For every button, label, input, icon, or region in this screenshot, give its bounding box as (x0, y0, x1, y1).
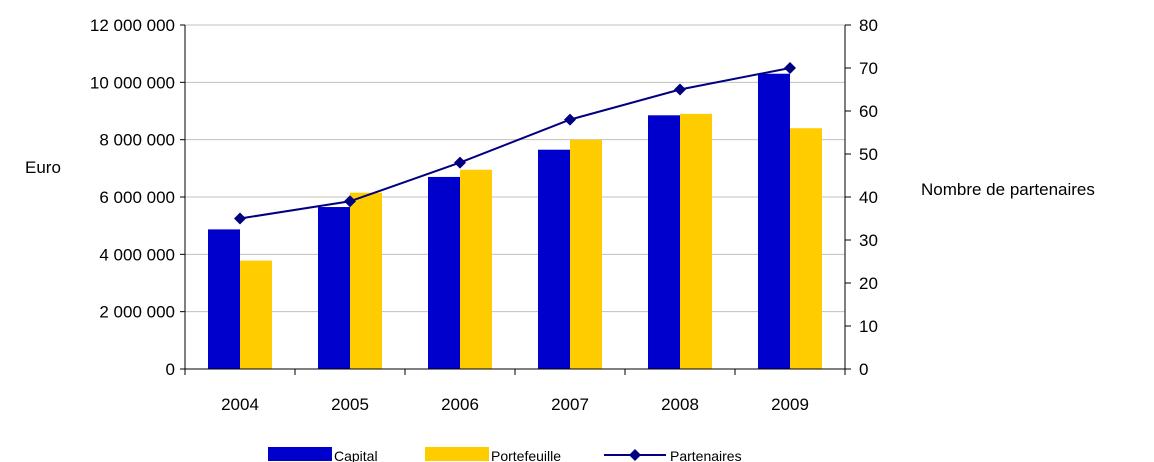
right-tick-label: 80 (859, 16, 878, 35)
partenaires-polyline (239, 67, 791, 220)
left-tick-label: 2 000 000 (99, 303, 175, 322)
partenaires-marker-2009 (784, 62, 796, 74)
legend-label-partenaires: Partenaires (670, 448, 742, 462)
bar-capital-2006 (428, 176, 460, 369)
left-axis-ticks: 0 2 000 000 4 000 000 6 000 000 8 000 000 10 … (90, 16, 185, 379)
x-tick-label-2005: 2005 (331, 395, 369, 414)
right-tick-label: 40 (859, 188, 878, 207)
right-tick-label: 0 (859, 360, 868, 379)
partenaires-marker-2006 (454, 156, 466, 169)
legend-label-capital: Capital (334, 448, 378, 462)
left-tick-label: 0 (166, 360, 175, 379)
right-tick-label: 70 (859, 59, 878, 78)
partenaires-marker-2005 (344, 195, 356, 208)
right-tick-label: 20 (859, 274, 878, 293)
partenaires-marker-2008 (674, 83, 686, 96)
right-axis-ticks: 0 10 20 30 40 50 60 70 80 (845, 16, 878, 379)
legend-label-portefeuille: Portefeuille (491, 448, 561, 462)
bar-capital-2008 (648, 115, 680, 369)
x-tick-label-2004: 2004 (221, 395, 259, 414)
partenaires-marker-2004 (234, 212, 246, 225)
left-axis-title: Euro (25, 158, 61, 177)
bar-portefeuille-2007 (570, 139, 602, 369)
right-tick-label: 10 (859, 317, 878, 336)
legend: Capital Portefeuille Partenaires (268, 447, 742, 462)
left-tick-label: 4 000 000 (99, 245, 175, 264)
x-axis-ticks: 2004 2005 2006 2007 2008 2009 (184, 369, 846, 414)
bars (208, 73, 822, 369)
left-tick-label: 12 000 000 (90, 16, 175, 35)
right-tick-label: 50 (859, 145, 878, 164)
bar-capital-2005 (318, 207, 350, 369)
legend-swatch-capital (268, 447, 332, 461)
x-tick-label-2007: 2007 (551, 395, 589, 414)
bar-capital-2007 (538, 149, 570, 369)
bar-capital-2009 (758, 73, 790, 369)
bar-capital-2004 (208, 229, 240, 369)
right-tick-label: 30 (859, 231, 878, 250)
bar-portefeuille-2009 (790, 128, 822, 369)
gridlines (185, 24, 845, 313)
bar-portefeuille-2006 (460, 169, 492, 369)
bar-portefeuille-2008 (680, 113, 712, 369)
bar-portefeuille-2004 (240, 260, 272, 369)
partenaires-marker-2007 (564, 113, 576, 126)
partenaires-line (234, 62, 796, 225)
left-tick-label: 10 000 000 (90, 73, 175, 92)
legend-swatch-marker-partenaires (629, 449, 641, 461)
legend-swatch-portefeuille (425, 447, 489, 461)
right-tick-label: 60 (859, 102, 878, 121)
left-tick-label: 8 000 000 (99, 131, 175, 150)
x-tick-label-2006: 2006 (441, 395, 479, 414)
x-tick-label-2009: 2009 (771, 395, 809, 414)
bar-portefeuille-2005 (350, 192, 382, 369)
x-tick-label-2008: 2008 (661, 395, 699, 414)
right-axis-title: Nombre de partenaires (921, 180, 1095, 199)
left-tick-label: 6 000 000 (99, 188, 175, 207)
